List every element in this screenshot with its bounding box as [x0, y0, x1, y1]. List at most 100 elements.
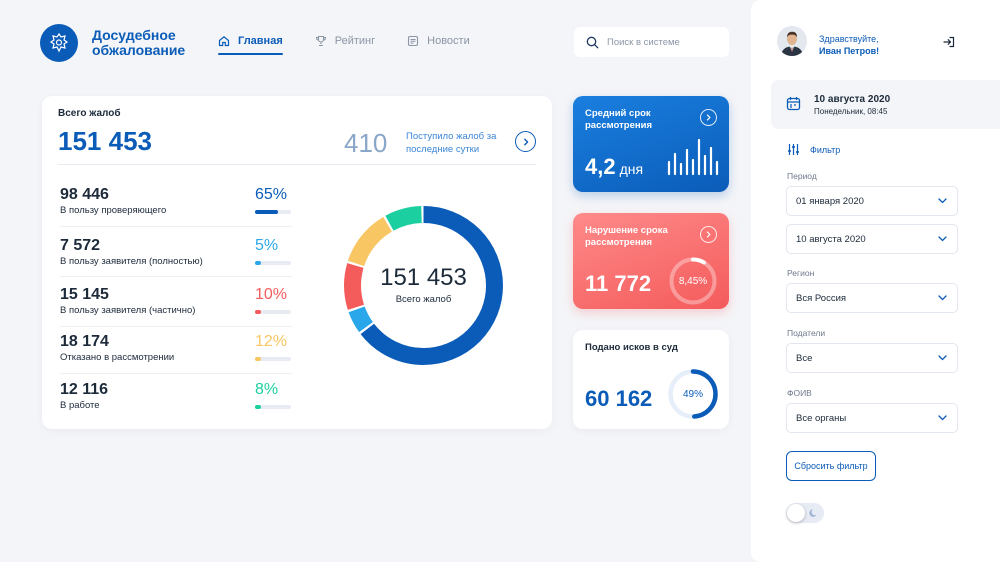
court-percent: 49%	[682, 388, 703, 400]
stat-item: 98 446 В пользу проверяющего 65%	[60, 186, 292, 216]
stat-progress-fill	[255, 357, 261, 361]
stat-percent: 10%	[255, 286, 288, 303]
date-box: 10 августа 2020 Понедельник, 08:45	[771, 80, 1000, 129]
applicants-select[interactable]: Все	[786, 343, 958, 373]
donut-segment	[344, 206, 503, 365]
court-card: Подано исков в суд 60 162 49%	[573, 330, 729, 429]
avg-time-title: Средний срок рассмотрения	[585, 108, 652, 131]
violation-details-button[interactable]	[700, 226, 717, 243]
summary-details-button[interactable]	[515, 131, 536, 152]
today-count: 410	[344, 128, 388, 158]
search-icon	[586, 36, 599, 48]
region-select[interactable]: Вся Россия	[786, 283, 958, 313]
foiv-value: Все органы	[796, 412, 847, 424]
toggle-knob	[787, 504, 805, 522]
ring-progress	[668, 369, 718, 419]
nav-news-label: Новости	[427, 35, 470, 47]
donut-center: 151 453 Всего жалоб	[342, 264, 505, 305]
logout-icon	[943, 36, 955, 48]
violation-card[interactable]: Нарушение срока рассмотрения 11 772 8,45…	[573, 213, 729, 309]
chevron-right-icon	[706, 114, 711, 121]
court-title: Подано исков в суд	[585, 342, 678, 353]
avg-time-card[interactable]: Средний срок рассмотрения 4,2 дня	[573, 96, 729, 192]
theme-toggle[interactable]	[786, 503, 824, 523]
calendar-icon	[786, 97, 801, 111]
stat-progress	[255, 357, 291, 361]
nav-home[interactable]: Главная	[218, 35, 283, 55]
stat-progress-fill	[255, 261, 261, 265]
stat-percent: 12%	[255, 333, 288, 350]
stat-progress	[255, 210, 291, 214]
stat-progress	[255, 261, 291, 265]
nav-news[interactable]: Новости	[407, 35, 470, 53]
bars-decoration-icon	[667, 138, 719, 176]
today-label: Поступило жалоб за последние сутки	[406, 131, 497, 155]
logo[interactable]: Досудебное обжалование	[40, 24, 202, 62]
filter-toggle[interactable]: Фильтр	[787, 143, 840, 156]
donut-segment	[344, 206, 503, 365]
search-box[interactable]	[574, 27, 729, 57]
reset-filter-button[interactable]: Сбросить фильтр	[786, 451, 876, 481]
home-icon	[218, 36, 230, 47]
avg-time-details-button[interactable]	[700, 109, 717, 126]
region-value: Вся Россия	[796, 292, 847, 304]
period-from-value: 01 января 2020	[796, 195, 864, 207]
chevron-down-icon	[938, 236, 947, 242]
foiv-label: ФОИВ	[787, 388, 812, 398]
stat-label: В пользу заявителя (полностью)	[60, 256, 203, 267]
stat-percent: 5%	[255, 237, 279, 254]
ring-progress	[669, 257, 717, 305]
court-value: 60 162	[585, 386, 653, 411]
chevron-right-icon	[706, 231, 711, 238]
stat-label: В пользу проверяющего	[60, 205, 167, 216]
greeting-text: Здравствуйте,	[819, 34, 879, 44]
stat-label: Отказано в рассмотрении	[60, 352, 175, 363]
nav-rating[interactable]: Рейтинг	[315, 35, 375, 53]
violation-ring	[669, 257, 717, 305]
filter-title: Фильтр	[810, 144, 841, 155]
divider	[60, 276, 292, 277]
stat-progress	[255, 310, 291, 314]
current-weekday-time: Понедельник, 08:45	[814, 107, 888, 116]
stat-label: В работе	[60, 400, 100, 411]
stat-progress-fill	[255, 405, 261, 409]
divider	[60, 373, 292, 374]
news-icon	[408, 35, 419, 47]
avg-time-number: 4,2	[585, 154, 616, 179]
stat-value: 15 145	[60, 286, 109, 303]
stat-item: 15 145 В пользу заявителя (частично) 10%	[60, 286, 292, 316]
chevron-down-icon	[938, 415, 947, 421]
court-ring	[668, 369, 718, 419]
right-panel: Здравствуйте, Иван Петров! 10 августа 20…	[751, 0, 1000, 562]
emblem-icon	[40, 24, 78, 62]
main-nav: Главная Рейтинг Новости	[218, 35, 502, 55]
stat-item: 18 174 Отказано в рассмотрении 12%	[60, 333, 292, 363]
trophy-icon	[315, 35, 326, 47]
period-to-select[interactable]: 10 августа 2020	[786, 224, 958, 254]
foiv-select[interactable]: Все органы	[786, 403, 958, 433]
avatar[interactable]	[777, 26, 807, 56]
stat-progress-fill	[255, 310, 261, 314]
nav-rating-label: Рейтинг	[334, 35, 376, 47]
avg-time-unit: дня	[619, 161, 644, 177]
stat-value: 7 572	[60, 237, 101, 254]
moon-icon	[809, 509, 817, 517]
user-avatar-icon	[777, 26, 807, 56]
user-name: Иван Петров!	[819, 46, 880, 56]
donut-total: 151 453	[380, 264, 467, 291]
period-from-select[interactable]: 01 января 2020	[786, 186, 958, 216]
stat-percent: 65%	[255, 186, 288, 203]
applicants-label: Податели	[787, 328, 826, 338]
stat-progress	[255, 405, 291, 409]
sliders-icon	[788, 144, 799, 155]
applicants-value: Все	[796, 352, 813, 364]
search-input[interactable]	[607, 36, 717, 48]
logout-button[interactable]	[943, 35, 955, 53]
stat-percent: 8%	[255, 381, 279, 398]
violation-value: 11 772	[585, 271, 652, 296]
summary-title: Всего жалоб	[58, 108, 121, 119]
stat-value: 12 116	[60, 381, 109, 398]
stat-label: В пользу заявителя (частично)	[60, 305, 196, 316]
summary-total: 151 453	[58, 126, 152, 156]
stat-value: 18 174	[60, 333, 109, 350]
